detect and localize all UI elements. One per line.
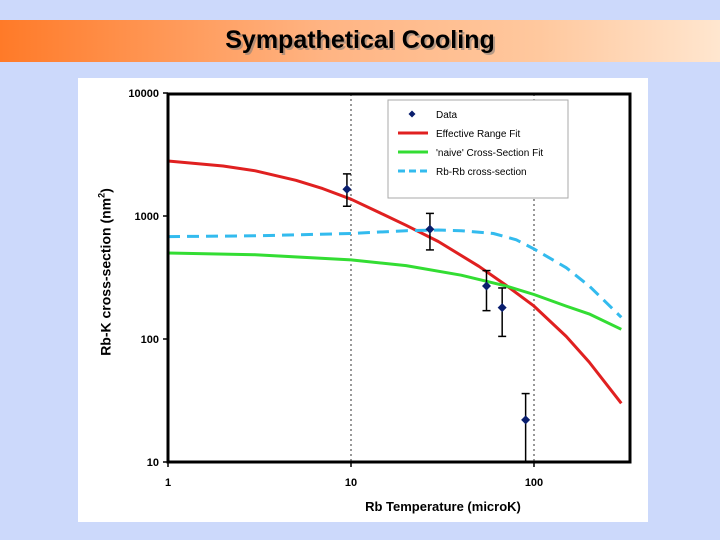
title-banner [0,20,720,62]
series-line [167,251,622,331]
legend-label: Effective Range Fit [436,129,521,140]
series-layer [167,159,623,405]
data-point [425,224,435,234]
legend-label: Data [436,110,458,121]
x-tick-label: 10 [345,477,357,489]
legend-label: Rb-Rb cross-section [436,167,527,178]
x-axis-label: Rb Temperature (microK) [365,499,521,514]
data-point [481,281,491,291]
data-point [521,415,531,425]
y-tick-label: 1000 [135,211,159,223]
y-tick-label: 10 [147,457,159,469]
y-tick-label: 10000 [128,88,159,100]
x-tick-label: 100 [525,477,543,489]
legend-label: 'naive' Cross-Section Fit [436,148,543,159]
series-line [167,159,623,405]
series-line [167,228,623,319]
ticks-layer: 1 10 100 10 100 1000 10000 [128,88,543,489]
points-layer [342,173,531,463]
slide-title: Sympathetical Cooling [225,26,495,54]
legend-box [387,99,569,199]
data-point [497,303,507,313]
legend-marker-data [408,110,416,118]
legend: Data Effective Range Fit 'naive' Cross-Sec… [387,99,569,199]
y-tick-label: 100 [141,334,159,346]
x-tick-label: 1 [165,477,171,489]
data-point [342,184,352,194]
plot-frame [166,92,632,464]
